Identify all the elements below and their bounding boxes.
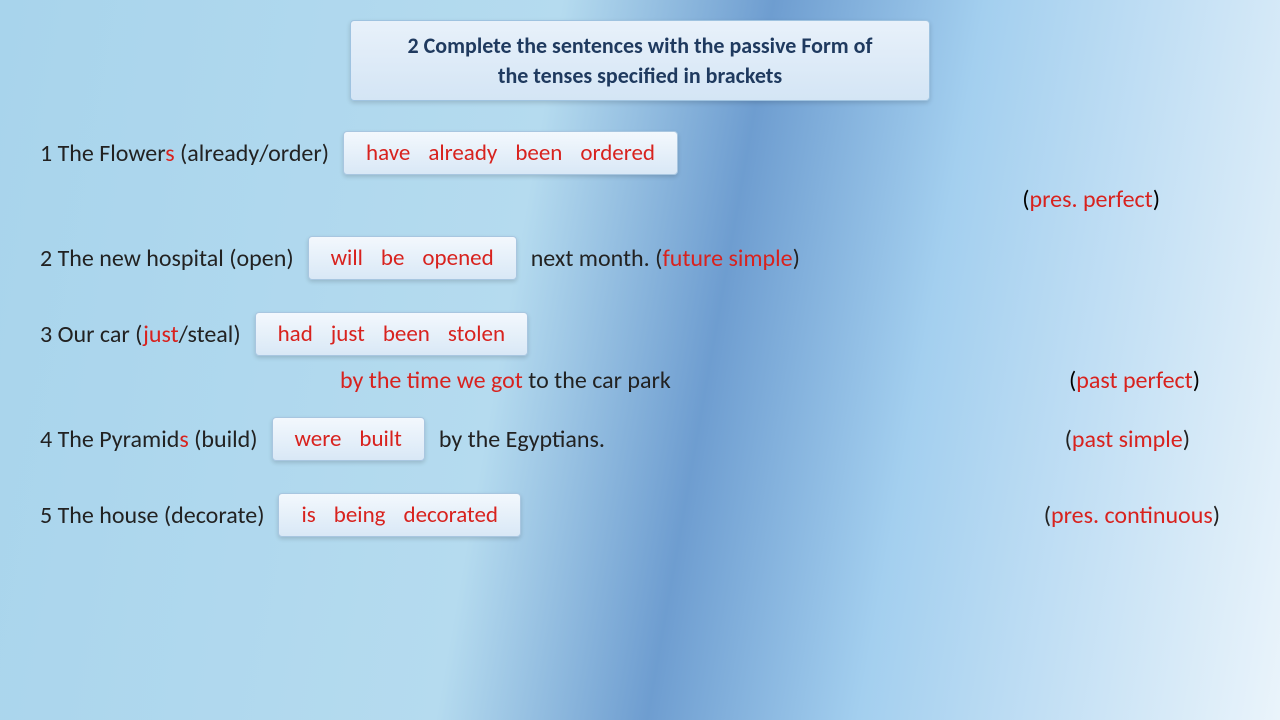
q3-answer: had just been stolen	[255, 312, 528, 356]
q3-tense: (past perfect)	[1069, 366, 1240, 395]
question-1: 1 The Flowers (already/order) have alrea…	[40, 131, 1240, 175]
q4-text: 4 The Pyramids (build)	[40, 425, 258, 454]
q3-subtext: by the time we got to the car park	[340, 366, 671, 395]
exercise-title: 2 Complete the sentences with the passiv…	[350, 20, 930, 101]
question-4: 4 The Pyramids (build) were built by the…	[40, 417, 1240, 461]
q1-answer: have already been ordered	[343, 131, 678, 175]
title-line-2: the tenses specified in brackets	[371, 61, 909, 91]
question-5: 5 The house (decorate) is being decorate…	[40, 493, 1240, 537]
question-3: 3 Our car (just/steal) had just been sto…	[40, 312, 1240, 356]
q4-mid: by the Egyptians.	[439, 425, 605, 454]
question-2: 2 The new hospital (open) will be opened…	[40, 236, 1240, 280]
q2-text: 2 The new hospital (open)	[40, 244, 294, 273]
q3-sub: by the time we got to the car park (past…	[40, 366, 1240, 395]
q4-tense: (past simple)	[1065, 425, 1240, 454]
title-line-1: 2 Complete the sentences with the passiv…	[371, 31, 909, 61]
q5-text: 5 The house (decorate)	[40, 501, 264, 530]
q5-answer: is being decorated	[278, 493, 521, 537]
q2-tail: next month. (future simple)	[531, 244, 800, 273]
q1-text: 1 The Flowers (already/order)	[40, 139, 329, 168]
q4-answer: were built	[272, 417, 425, 461]
q5-tense: (pres. continuous)	[1044, 501, 1240, 530]
q3-text: 3 Our car (just/steal)	[40, 320, 241, 349]
q1-tense: (pres. perfect)	[40, 185, 1240, 214]
q2-answer: will be opened	[308, 236, 517, 280]
